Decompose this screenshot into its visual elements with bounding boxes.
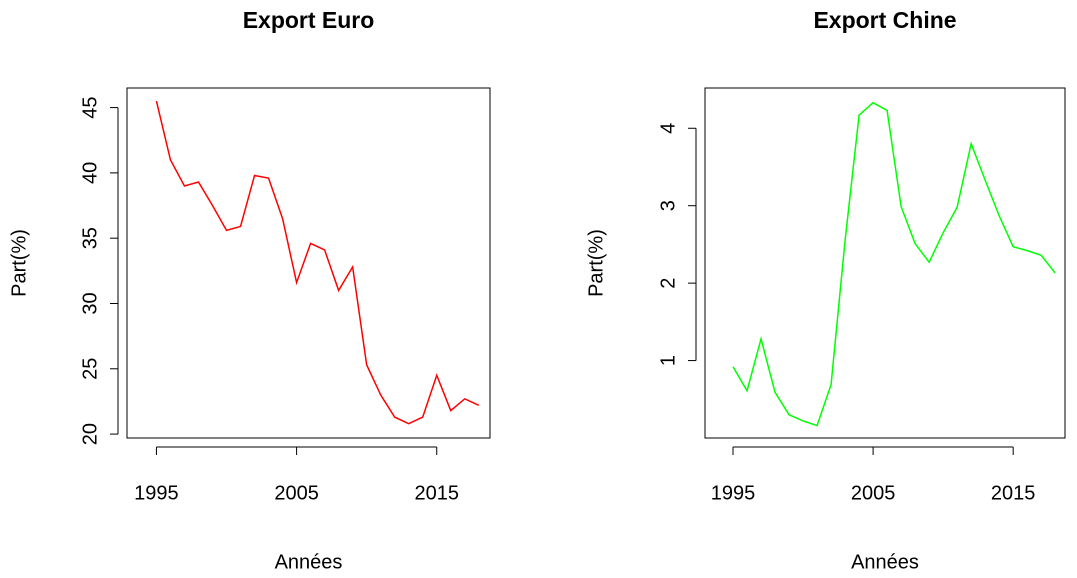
x-axis-label: Années [851, 551, 919, 573]
x-axis-label: Années [275, 551, 343, 573]
data-line [732, 101, 1056, 427]
y-tick-label: 40 [79, 162, 101, 184]
y-tick-label: 45 [79, 96, 101, 118]
chart-title: Export Euro [243, 7, 375, 33]
y-tick-label: 4 [657, 123, 679, 134]
chart-title: Export Chine [813, 7, 956, 33]
x-tick-label: 2005 [851, 482, 896, 504]
data-line [155, 100, 480, 425]
x-tick-label: 2015 [414, 482, 459, 504]
y-tick-label: 25 [79, 358, 101, 380]
y-tick-label: 30 [79, 292, 101, 314]
y-tick-label: 3 [657, 200, 679, 211]
y-axis-label: Part(%) [585, 229, 607, 297]
y-tick-label: 1 [657, 355, 679, 366]
x-tick-label: 1995 [134, 482, 179, 504]
x-tick-label: 2005 [274, 482, 319, 504]
plot-box [126, 87, 491, 439]
x-tick-label: 1995 [711, 482, 756, 504]
y-tick-label: 35 [79, 227, 101, 249]
y-tick-label: 20 [79, 423, 101, 445]
x-tick-label: 2015 [991, 482, 1036, 504]
y-tick-label: 2 [657, 278, 679, 289]
plot-box [704, 87, 1066, 439]
y-axis-label: Part(%) [8, 229, 30, 297]
